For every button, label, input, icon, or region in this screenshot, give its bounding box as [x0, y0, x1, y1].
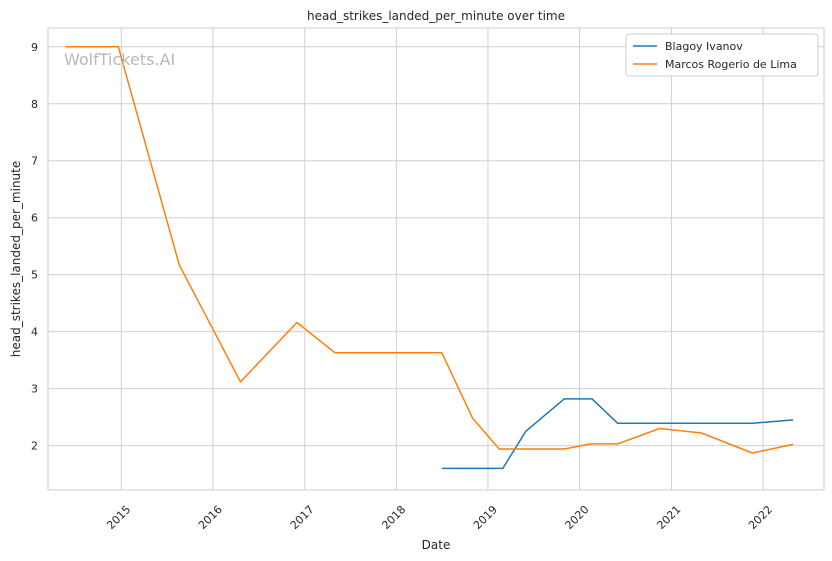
- x-tick-label: 2016: [196, 503, 225, 532]
- legend-label-marcos-rogerio-de-lima: Marcos Rogerio de Lima: [665, 58, 797, 71]
- y-tick-label: 7: [31, 155, 38, 168]
- y-tick-label: 4: [31, 326, 38, 339]
- x-tick-label: 2022: [746, 503, 775, 532]
- series-layer: [65, 46, 794, 470]
- x-tick-label: 2021: [654, 503, 683, 532]
- plot-area: [47, 27, 825, 491]
- series-line-blagoy-ivanov: [441, 398, 794, 470]
- series-line-marcos-rogerio-de-lima: [65, 46, 794, 454]
- x-tick-label: 2019: [471, 503, 500, 532]
- x-tick-label: 2018: [379, 503, 408, 532]
- y-tick-label: 6: [31, 212, 38, 225]
- y-tick-label: 9: [31, 41, 38, 54]
- x-axis-label: Date: [422, 538, 451, 552]
- x-tick-label: 2020: [563, 503, 592, 532]
- x-tick-label: 2017: [288, 503, 317, 532]
- legend-label-blagoy-ivanov: Blagoy Ivanov: [665, 40, 743, 53]
- y-tick-label: 2: [31, 440, 38, 453]
- legend: Blagoy Ivanov Marcos Rogerio de Lima: [625, 33, 819, 77]
- y-tick-label: 3: [31, 383, 38, 396]
- x-tick-label: 2015: [104, 503, 133, 532]
- legend-box: [625, 33, 819, 77]
- x-tick-labels: 2015 2016 2017 2018 2019 2020 2021 2022: [104, 503, 775, 532]
- y-axis-label: head_strikes_landed_per_minute: [9, 161, 23, 358]
- y-tick-labels: 2 3 4 5 6 7 8 9: [31, 41, 38, 453]
- x-gridlines: [120, 28, 764, 490]
- y-tick-label: 5: [31, 269, 38, 282]
- watermark: WolfTickets.AI: [64, 50, 175, 69]
- y-tick-label: 8: [31, 98, 38, 111]
- chart-title: head_strikes_landed_per_minute over time: [307, 9, 565, 23]
- y-gridlines: [48, 46, 824, 447]
